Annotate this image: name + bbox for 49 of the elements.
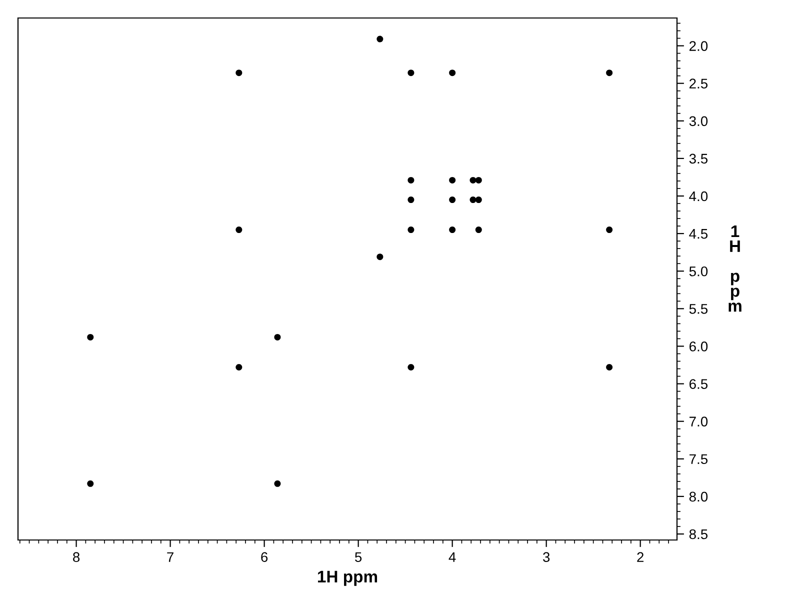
- point: [470, 176, 476, 184]
- point: [376, 36, 384, 42]
- point: [376, 254, 384, 260]
- point: [87, 480, 94, 487]
- x-tick-label: 7: [167, 552, 174, 562]
- y-tick-label: 6.0: [690, 342, 708, 352]
- y-tick-label: 7.5: [690, 454, 708, 464]
- point: [274, 480, 281, 487]
- point: [236, 70, 242, 76]
- y-tick-label: 8.0: [689, 492, 708, 502]
- y-tick-label: 4.5: [689, 229, 708, 239]
- point: [408, 226, 414, 234]
- point: [87, 334, 94, 340]
- point: [236, 364, 242, 371]
- y-tick-label: 5.5: [689, 304, 708, 314]
- point: [606, 226, 613, 234]
- point: [449, 176, 456, 184]
- y-tick-label: 3.5: [689, 154, 708, 164]
- y-tick-label: 2.5: [690, 78, 708, 89]
- y-tick-label: 4.0: [689, 191, 708, 202]
- y-tick-label: 7.0: [690, 416, 708, 426]
- point: [449, 70, 456, 76]
- x-tick-label: 3: [542, 552, 550, 562]
- point: [449, 196, 456, 204]
- point: [475, 196, 482, 204]
- y-tick-label: 3.0: [689, 116, 708, 126]
- point: [475, 176, 482, 184]
- y-tick-label: 8.5: [689, 529, 708, 540]
- point: [475, 226, 482, 234]
- point: [408, 70, 414, 76]
- point: [408, 176, 414, 184]
- y-tick-label: 6.5: [690, 379, 708, 389]
- y-tick-label: 2.0: [690, 41, 708, 51]
- point: [606, 364, 613, 371]
- y-tick-label: 5.0: [689, 266, 708, 276]
- point: [408, 196, 414, 204]
- x-axis-title: 1H ppm: [318, 570, 378, 586]
- point: [470, 196, 476, 204]
- x-tick-label: 4: [448, 552, 456, 562]
- point: [449, 226, 456, 234]
- point: [236, 226, 242, 234]
- x-tick-label: 8: [73, 552, 80, 562]
- text: 1H ppm: [728, 226, 742, 312]
- x-tick-label: 6: [261, 552, 268, 562]
- point: [606, 70, 613, 76]
- point: [408, 364, 414, 371]
- point: [274, 334, 281, 340]
- x-tick-label: 5: [355, 552, 362, 562]
- x-tick-label: 2: [637, 552, 644, 562]
